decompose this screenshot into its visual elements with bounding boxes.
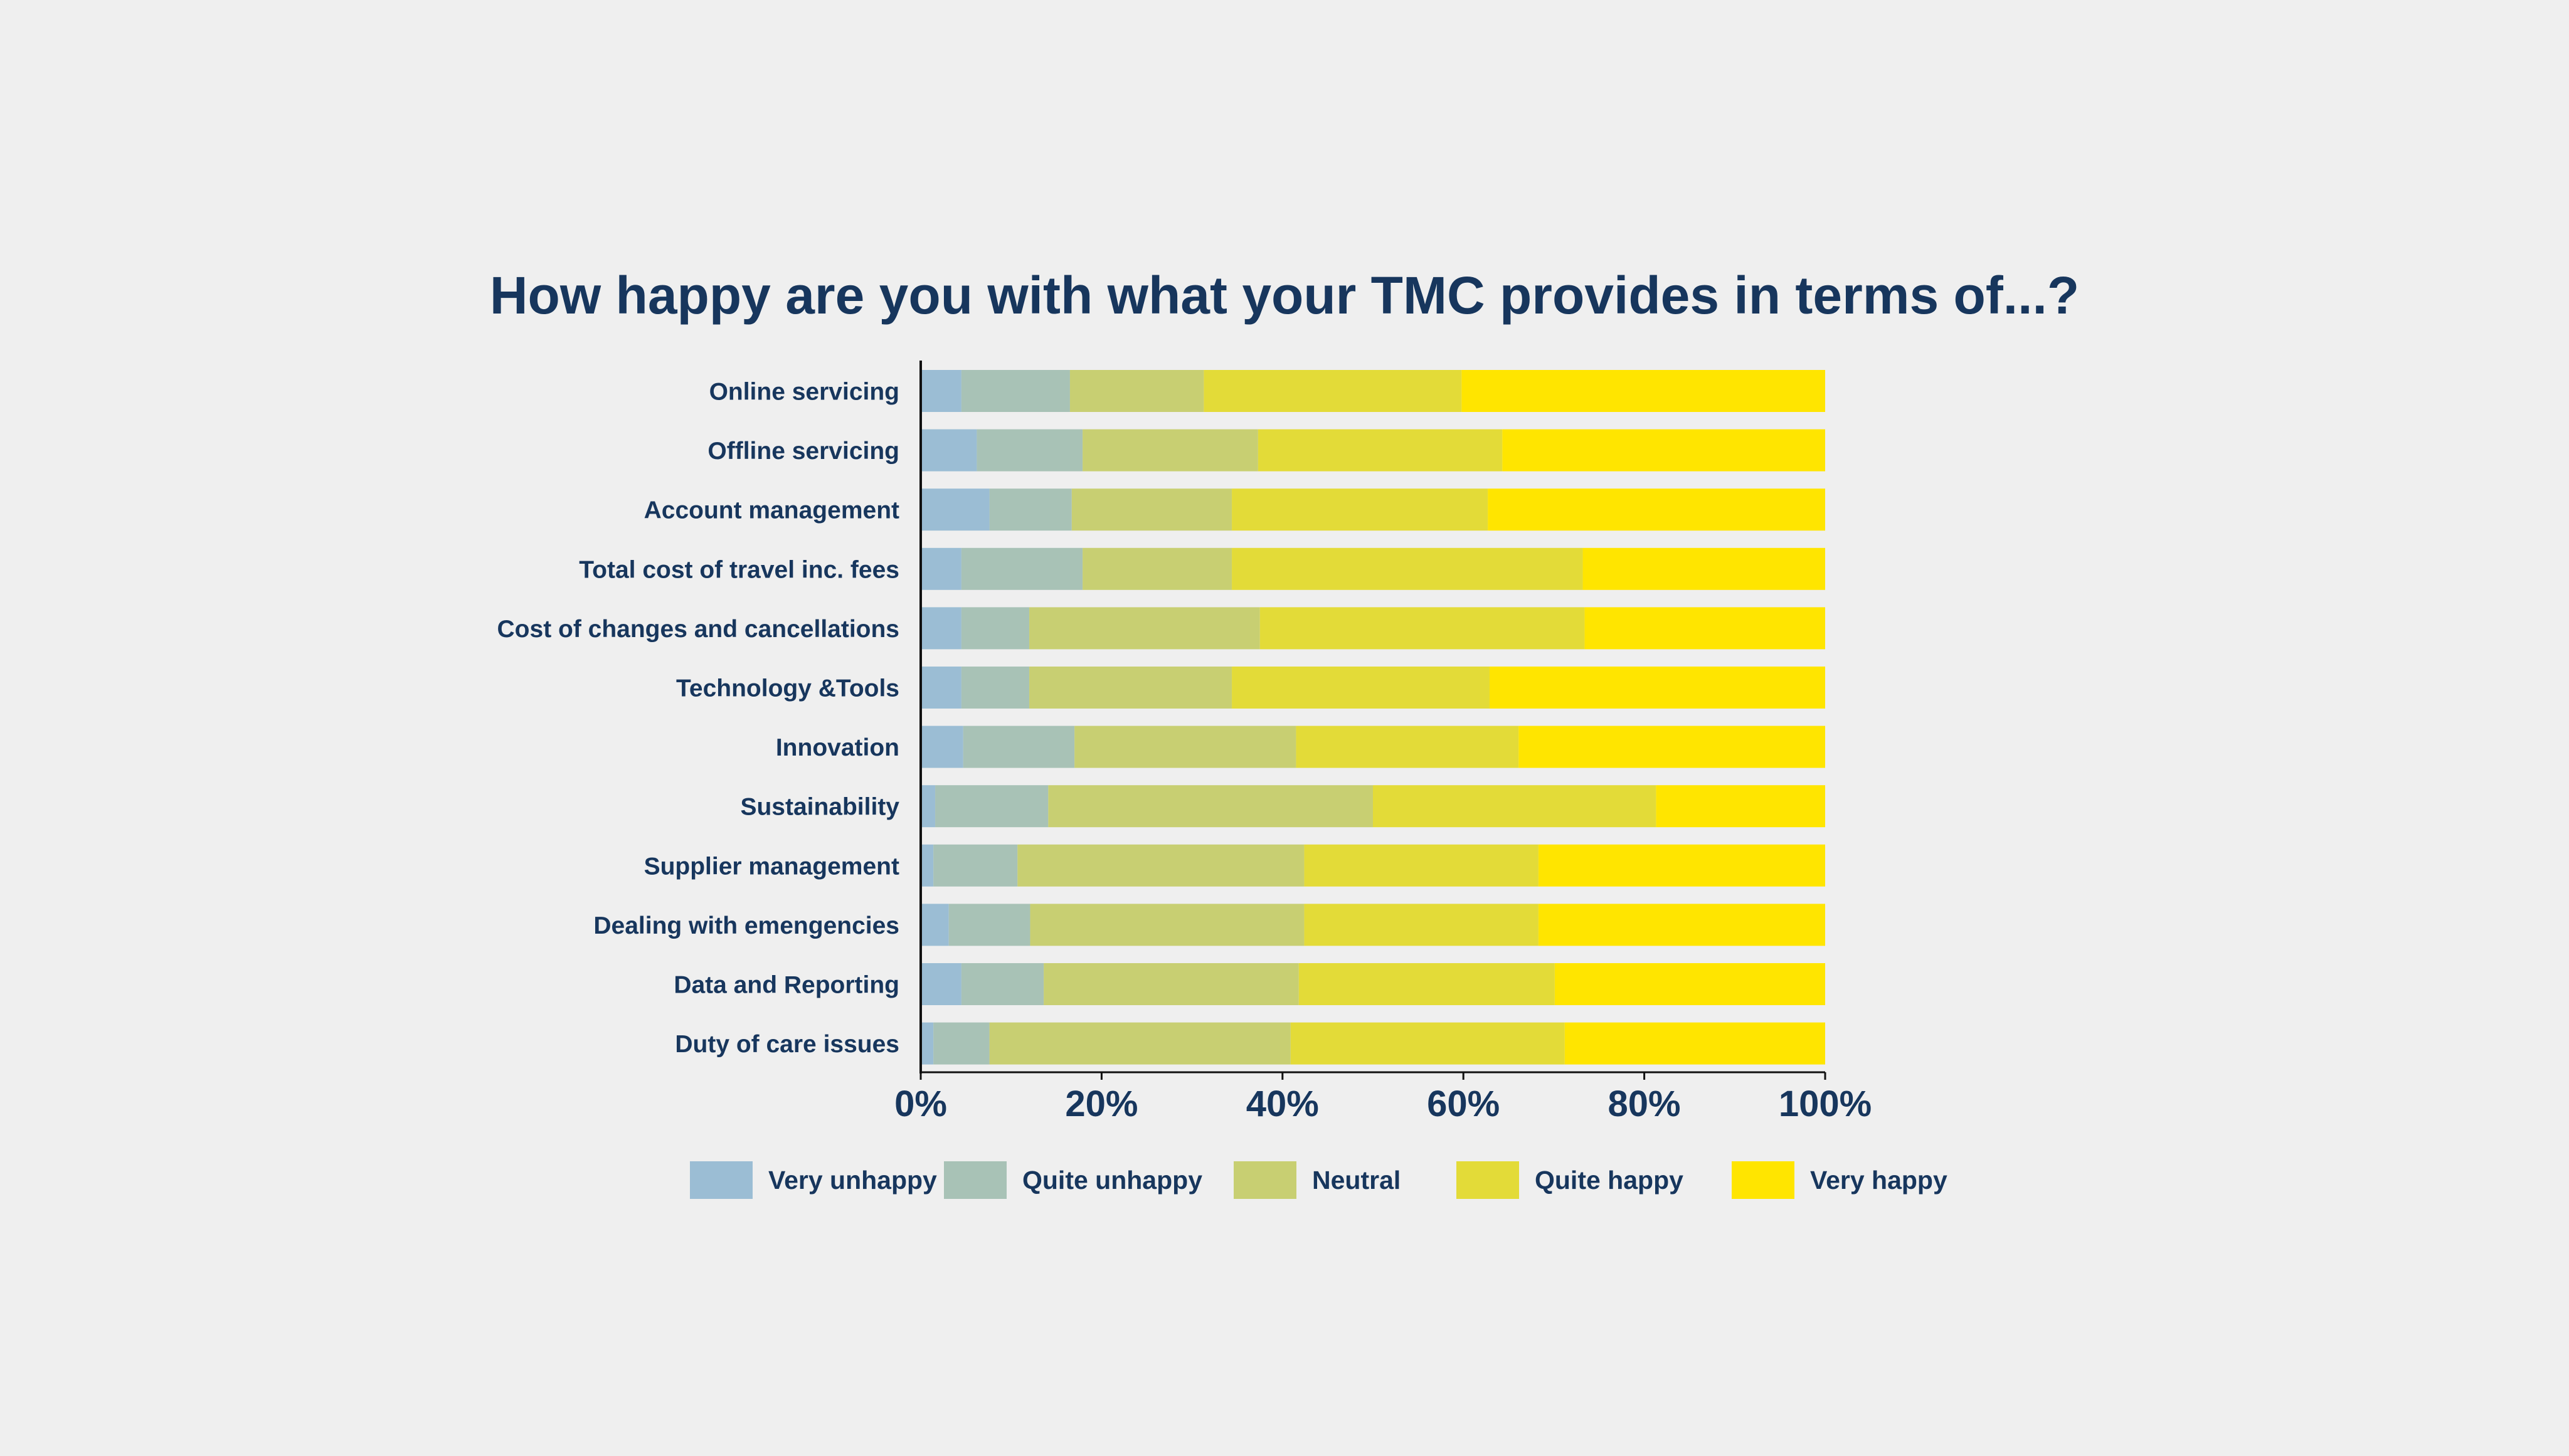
legend-swatch: [1456, 1161, 1519, 1199]
tick-label: 100%: [1779, 1084, 1872, 1124]
bar-segment: [989, 488, 1072, 531]
bar-segment: [921, 844, 934, 887]
legend-label: Quite happy: [1535, 1166, 1683, 1195]
bar-segment: [1259, 607, 1585, 650]
legend-label: Very unhappy: [768, 1166, 937, 1195]
category-label: Total cost of travel inc. fees: [579, 556, 899, 583]
bar-segment: [1044, 963, 1299, 1005]
bar-segment: [1017, 844, 1305, 887]
bars: [921, 370, 1825, 1065]
category-label: Online servicing: [709, 379, 899, 406]
bar-segment: [921, 429, 977, 472]
bar-segment: [921, 667, 961, 709]
bar-segment: [1204, 370, 1462, 412]
bar-segment: [1304, 904, 1539, 946]
category-label: Duty of care issues: [675, 1031, 899, 1058]
bar-segment: [933, 844, 1018, 887]
legend-swatch: [690, 1161, 753, 1199]
bar-segment: [1502, 429, 1825, 472]
legend-label: Neutral: [1312, 1166, 1401, 1195]
bar-segment: [1030, 904, 1305, 946]
bar-segment: [921, 488, 990, 531]
category-label: Cost of changes and cancellations: [497, 616, 899, 643]
tick-label: 40%: [1246, 1084, 1319, 1124]
legend: Very unhappy Quite unhappy Neutral Quite ha…: [690, 1161, 1947, 1199]
tick-label: 20%: [1065, 1084, 1138, 1124]
category-label: Account management: [644, 497, 899, 524]
category-label: Innovation: [776, 734, 899, 761]
bar-segment: [1554, 963, 1825, 1005]
bar-segment: [1083, 429, 1258, 472]
bar-segment: [1029, 667, 1232, 709]
bar-segment: [1298, 963, 1555, 1005]
bar-segment: [961, 370, 1070, 412]
legend-label: Very happy: [1810, 1166, 1947, 1195]
category-label: Technology &Tools: [676, 675, 899, 702]
bar-segment: [933, 1022, 990, 1065]
bar-segment: [1584, 607, 1825, 650]
bar-segment: [1083, 547, 1232, 590]
bar-segment: [963, 725, 1075, 768]
bar-segment: [948, 904, 1030, 946]
bar-segment: [977, 429, 1083, 472]
bar-segment: [1582, 547, 1825, 590]
bar-segment: [921, 607, 961, 650]
legend-swatch: [1732, 1161, 1794, 1199]
bar-segment: [1538, 904, 1825, 946]
category-label: Dealing with emengencies: [593, 912, 899, 939]
bar-segment: [1232, 488, 1488, 531]
bar-segment: [1071, 488, 1232, 531]
bar-segment: [1074, 725, 1296, 768]
bar-segment: [921, 1022, 934, 1065]
bar-segment: [1373, 785, 1656, 828]
legend-swatch: [944, 1161, 1007, 1199]
legend-label: Quite unhappy: [1022, 1166, 1202, 1195]
category-labels: Online servicing Offline servicing Account…: [497, 379, 900, 1058]
tick-label: 60%: [1427, 1084, 1500, 1124]
category-label: Data and Reporting: [674, 972, 899, 999]
bar-segment: [1069, 370, 1204, 412]
bar-segment: [921, 904, 949, 946]
tick-label: 80%: [1608, 1084, 1681, 1124]
bar-segment: [961, 607, 1030, 650]
bar-segment: [1304, 844, 1539, 887]
category-label: Offline servicing: [707, 438, 899, 465]
bar-segment: [1290, 1022, 1565, 1065]
tick-label: 0%: [894, 1084, 947, 1124]
category-label: Sustainability: [740, 794, 899, 821]
bar-segment: [961, 667, 1030, 709]
bar-segment: [961, 547, 1083, 590]
bar-segment: [921, 785, 936, 828]
x-ticks: 0% 20% 40% 60% 80% 100%: [894, 1072, 1872, 1124]
bar-segment: [1488, 488, 1825, 531]
chart-title: How happy are you with what your TMC pro…: [490, 266, 2079, 325]
bar-segment: [1490, 667, 1825, 709]
bar-segment: [1296, 725, 1519, 768]
bar-segment: [1656, 785, 1825, 828]
bar-segment: [935, 785, 1049, 828]
bar-segment: [1232, 667, 1490, 709]
bar-segment: [1564, 1022, 1825, 1065]
bar-segment: [921, 547, 961, 590]
bar-segment: [1518, 725, 1825, 768]
bar-segment: [961, 963, 1044, 1005]
legend-swatch: [1234, 1161, 1296, 1199]
category-label: Supplier management: [644, 853, 899, 880]
bar-segment: [921, 725, 963, 768]
bar-segment: [1258, 429, 1503, 472]
bar-segment: [1048, 785, 1373, 828]
bar-segment: [1232, 547, 1583, 590]
bar-segment: [989, 1022, 1291, 1065]
bar-segment: [1029, 607, 1260, 650]
bar-segment: [1461, 370, 1825, 412]
bar-segment: [921, 370, 961, 412]
bar-segment: [1538, 844, 1825, 887]
bar-segment: [921, 963, 961, 1005]
